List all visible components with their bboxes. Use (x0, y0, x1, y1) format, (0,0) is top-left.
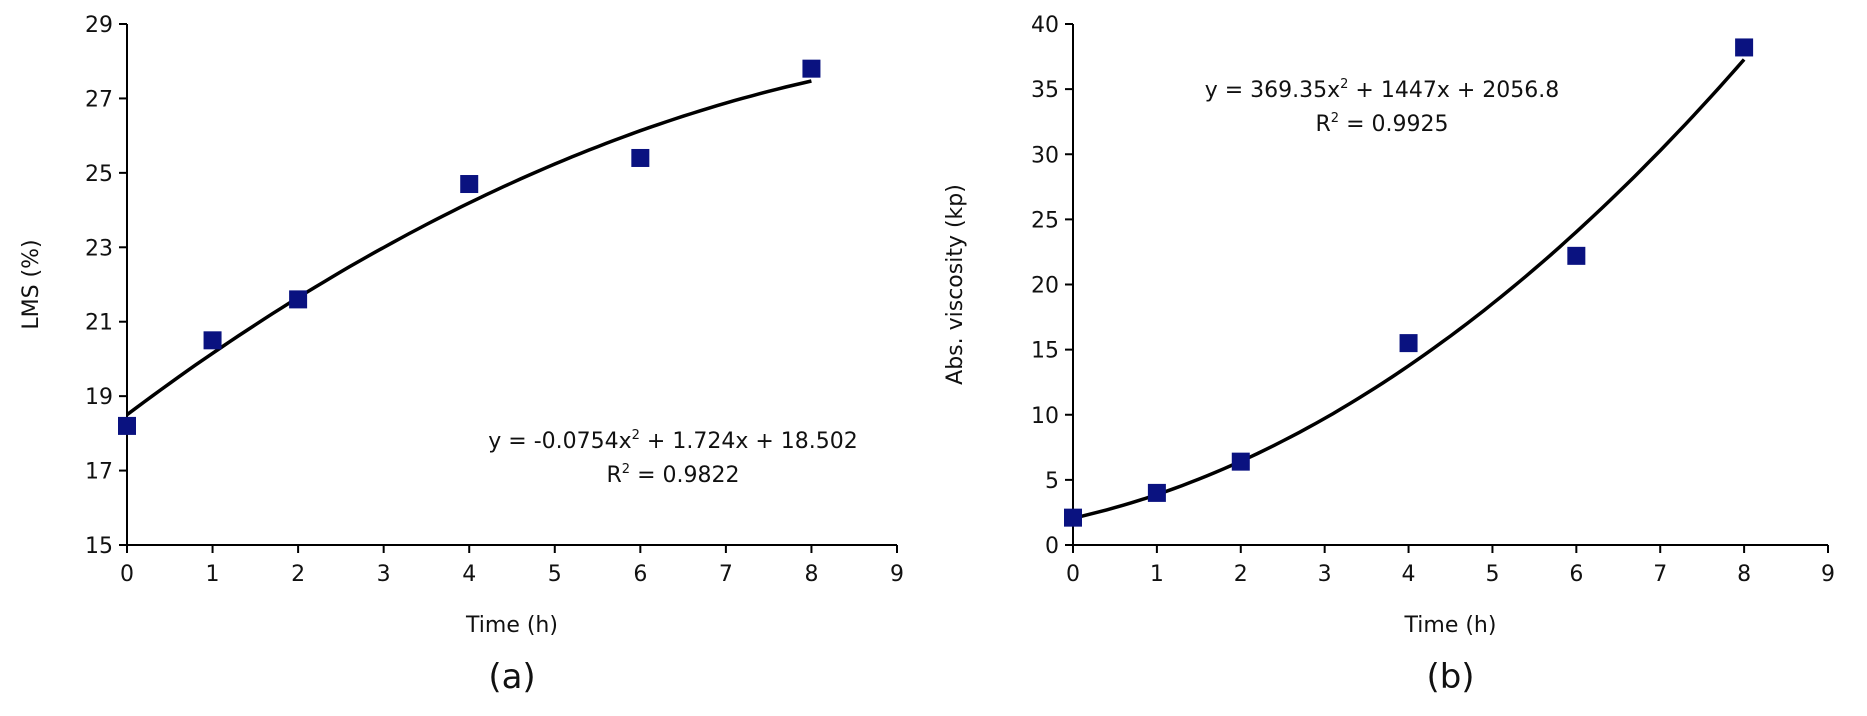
x-tick-label: 0 (1066, 562, 1080, 587)
x-tick-label: 9 (1821, 562, 1835, 587)
y-tick-label: 35 (1031, 78, 1059, 103)
x-tick-label: 8 (804, 562, 818, 587)
y-tick-label: 23 (85, 236, 113, 261)
x-tick-label: 2 (1234, 562, 1248, 587)
data-point (1064, 508, 1082, 527)
data-point (631, 148, 650, 167)
y-tick-label: 30 (1031, 143, 1059, 168)
y-tick-label: 20 (1031, 274, 1059, 299)
y-tick-label: 5 (1045, 469, 1059, 494)
chart-panel-b: 0 5 10 15 20 25 30 35 40 0 1 2 3 4 5 6 7 8 9 Time (h) Abs. v… (943, 13, 1835, 697)
y-tick-label: 21 (85, 311, 113, 336)
x-tick-label: 7 (719, 562, 733, 587)
data-point (460, 175, 479, 194)
y-tick-label: 15 (85, 534, 113, 559)
equation-label-a: y = -0.0754x2 + 1.724x + 18.502 (488, 428, 858, 454)
x-tick-label: 8 (1737, 562, 1751, 587)
x-tick-label: 4 (1402, 562, 1416, 587)
x-tick-label: 3 (377, 562, 391, 587)
data-point (118, 416, 136, 435)
data-point (1399, 334, 1418, 353)
y-tick-label: 27 (85, 87, 113, 112)
x-tick-label: 1 (206, 562, 220, 587)
data-point (203, 331, 222, 350)
data-point (1231, 452, 1250, 471)
x-tick-label: 7 (1653, 562, 1667, 587)
data-point (802, 59, 821, 78)
x-tick-label: 6 (1569, 562, 1583, 587)
x-tick-label: 2 (291, 562, 305, 587)
trendline (1072, 58, 1746, 520)
y-tick-label: 0 (1045, 534, 1059, 559)
y-axis-title: Abs. viscosity (kp) (943, 184, 968, 385)
x-axis-title: Time (h) (1404, 613, 1497, 638)
y-tick-label: 29 (85, 13, 113, 38)
x-tick-label: 1 (1150, 562, 1164, 587)
r-squared-label-a: R2 = 0.9822 (607, 462, 740, 488)
equation-label-b: y = 369.35x2 + 1447x + 2056.8 (1205, 77, 1560, 103)
trendline (125, 79, 812, 417)
x-tick-label: 6 (633, 562, 647, 587)
y-tick-label: 15 (1031, 339, 1059, 364)
y-tick-label: 19 (85, 385, 113, 410)
x-tick-label: 0 (120, 562, 134, 587)
y-tick-label: 25 (1031, 208, 1059, 233)
panel-label: (b) (1426, 657, 1474, 697)
x-tick-label: 9 (890, 562, 904, 587)
y-tick-label: 40 (1031, 13, 1059, 38)
data-point (289, 290, 308, 309)
x-axis-title: Time (h) (465, 613, 558, 638)
data-point (1735, 38, 1754, 57)
panel-label: (a) (488, 657, 535, 697)
y-tick-label: 10 (1031, 404, 1059, 429)
data-point (1567, 246, 1586, 265)
y-tick-label: 17 (85, 460, 113, 485)
x-tick-label: 4 (462, 562, 476, 587)
x-tick-label: 5 (1485, 562, 1499, 587)
data-point (1147, 483, 1166, 502)
x-tick-label: 3 (1318, 562, 1332, 587)
x-tick-label: 5 (548, 562, 562, 587)
y-tick-label: 25 (85, 162, 113, 187)
r-squared-label-b: R2 = 0.9925 (1316, 111, 1449, 137)
y-axis-title: LMS (%) (19, 239, 44, 329)
